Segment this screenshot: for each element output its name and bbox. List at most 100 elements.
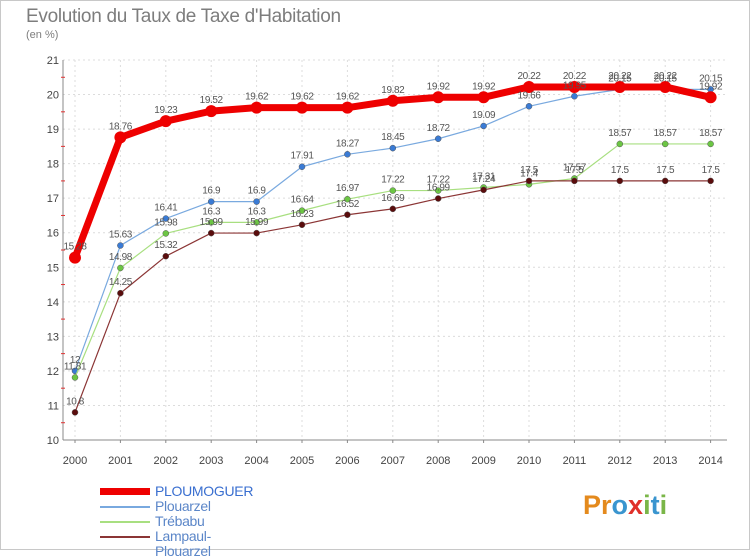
y-tick-label: 13 [47,331,59,343]
data-point [525,103,533,110]
data-point [571,93,578,100]
data-label: 18.57 [608,128,632,139]
data-label: 20.15 [699,73,723,84]
data-label: 19.92 [472,81,496,92]
data-label: 12 [70,355,81,366]
data-point [253,229,260,237]
data-point [253,219,260,226]
data-label: 14.25 [109,277,133,288]
x-tick-label: 2005 [290,455,314,467]
data-label: 20.22 [563,71,587,82]
data-label: 20.15 [608,73,632,84]
x-tick-label: 2013 [653,455,677,467]
data-label: 16.3 [202,206,221,217]
data-point [253,198,260,205]
data-label: 16.69 [381,193,405,204]
data-label: 16.99 [427,183,451,194]
y-tick-label: 11 [48,400,59,412]
data-label: 20.22 [608,71,632,82]
y-tick-label: 10 [47,435,59,447]
y-tick-label: 16 [47,228,59,240]
data-point [434,195,442,202]
data-point [205,105,218,118]
legend-label: Trébabu [155,513,205,529]
data-label: 15.28 [63,242,87,253]
data-label: 15.99 [245,217,269,228]
legend-swatch [100,488,150,495]
data-point [659,80,672,93]
data-label: 20.22 [517,71,541,82]
data-label: 18.57 [699,128,723,139]
data-label: 19.82 [381,85,405,96]
data-label: 17.24 [472,174,496,185]
data-point [344,211,351,219]
x-tick-label: 2008 [426,455,450,467]
data-label: 17.5 [565,165,584,176]
data-label: 19.95 [563,80,587,91]
plot-area [63,60,727,440]
data-point [432,91,445,104]
y-tick-label: 18 [47,159,59,171]
data-label: 16.41 [154,203,178,214]
legend-swatch [100,521,150,523]
x-tick-label: 2014 [698,455,722,467]
data-point [162,230,170,237]
data-point [159,115,172,128]
data-point [616,140,624,148]
data-point [661,140,669,148]
x-tick-label: 2000 [63,455,87,467]
data-label: 15.32 [154,240,178,251]
data-label: 19.09 [472,110,496,121]
chart-unit-label: (en %) [26,29,59,41]
data-label: 20.22 [654,71,678,82]
data-point [571,177,578,185]
data-label: 17.5 [702,165,721,176]
data-point [69,251,81,264]
data-point [613,80,626,93]
data-point [704,91,717,104]
data-point [707,140,714,148]
data-point [298,207,306,214]
data-point [477,91,490,104]
data-point [389,144,397,152]
x-tick-label: 2009 [471,455,495,467]
data-label: 16.52 [336,199,360,210]
data-label: 19.66 [517,90,541,101]
logo-letter: P [583,490,602,520]
data-label: 19.92 [427,81,451,92]
data-label: 10.8 [66,396,85,407]
data-label: 16.9 [202,186,221,197]
legend-label: PLOUMOGUER [155,483,254,499]
x-tick-label: 2012 [608,455,632,467]
y-tick-label: 20 [47,90,59,102]
data-label: 11.81 [64,361,87,372]
data-label: 17.31 [472,171,496,182]
data-point [71,374,79,381]
data-point [386,94,399,107]
data-label: 18.27 [336,138,360,149]
data-label: 19.52 [200,95,224,106]
chart-title: Evolution du Taux de Taxe d'Habitation [26,6,341,27]
data-point [207,229,215,237]
data-label: 19.62 [245,92,269,103]
data-point [480,122,487,130]
x-tick-label: 2004 [244,455,268,467]
data-point [480,186,487,194]
y-tick-label: 14 [47,297,59,309]
data-point [298,163,306,170]
data-label: 17.5 [656,165,675,176]
data-label: 16.64 [290,195,314,206]
y-tick-label: 15 [47,262,59,274]
data-label: 16.9 [248,186,267,197]
x-tick-label: 2007 [381,455,405,467]
data-point [525,177,533,185]
y-tick-label: 12 [47,366,59,378]
data-label: 17.91 [290,151,314,162]
data-label: 19.62 [336,92,360,103]
data-point [162,215,170,222]
x-tick-label: 2003 [199,455,223,467]
logo-letter: t [650,490,660,520]
data-label: 19.23 [154,105,178,116]
legend-swatch [100,506,150,508]
